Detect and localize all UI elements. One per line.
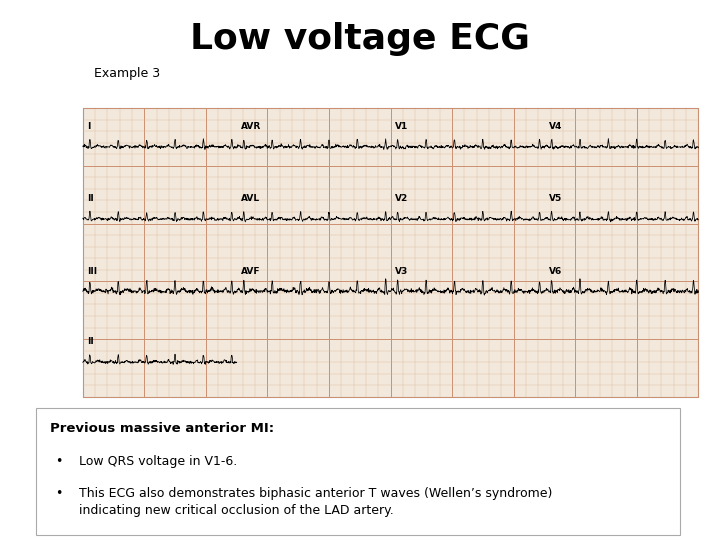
- Text: Example 3: Example 3: [94, 68, 160, 80]
- Text: V4: V4: [549, 122, 562, 131]
- Text: •: •: [55, 487, 63, 500]
- Text: V6: V6: [549, 267, 562, 275]
- Text: This ECG also demonstrates biphasic anterior T waves (Wellen’s syndrome)
indicat: This ECG also demonstrates biphasic ante…: [79, 487, 552, 517]
- Text: II: II: [87, 194, 94, 204]
- Text: Low voltage ECG: Low voltage ECG: [190, 22, 530, 56]
- Text: I: I: [87, 122, 91, 131]
- FancyBboxPatch shape: [36, 408, 680, 535]
- Text: II: II: [87, 338, 94, 346]
- Text: AVF: AVF: [241, 267, 261, 275]
- Text: V5: V5: [549, 194, 562, 204]
- Text: AVL: AVL: [241, 194, 260, 204]
- Text: AVR: AVR: [241, 122, 261, 131]
- Text: V1: V1: [395, 122, 408, 131]
- Text: Previous massive anterior MI:: Previous massive anterior MI:: [50, 422, 274, 435]
- FancyBboxPatch shape: [83, 108, 698, 397]
- Text: V2: V2: [395, 194, 408, 204]
- Text: •: •: [55, 455, 63, 468]
- Text: III: III: [87, 267, 97, 275]
- Text: Low QRS voltage in V1-6.: Low QRS voltage in V1-6.: [79, 455, 238, 468]
- Text: V3: V3: [395, 267, 408, 275]
